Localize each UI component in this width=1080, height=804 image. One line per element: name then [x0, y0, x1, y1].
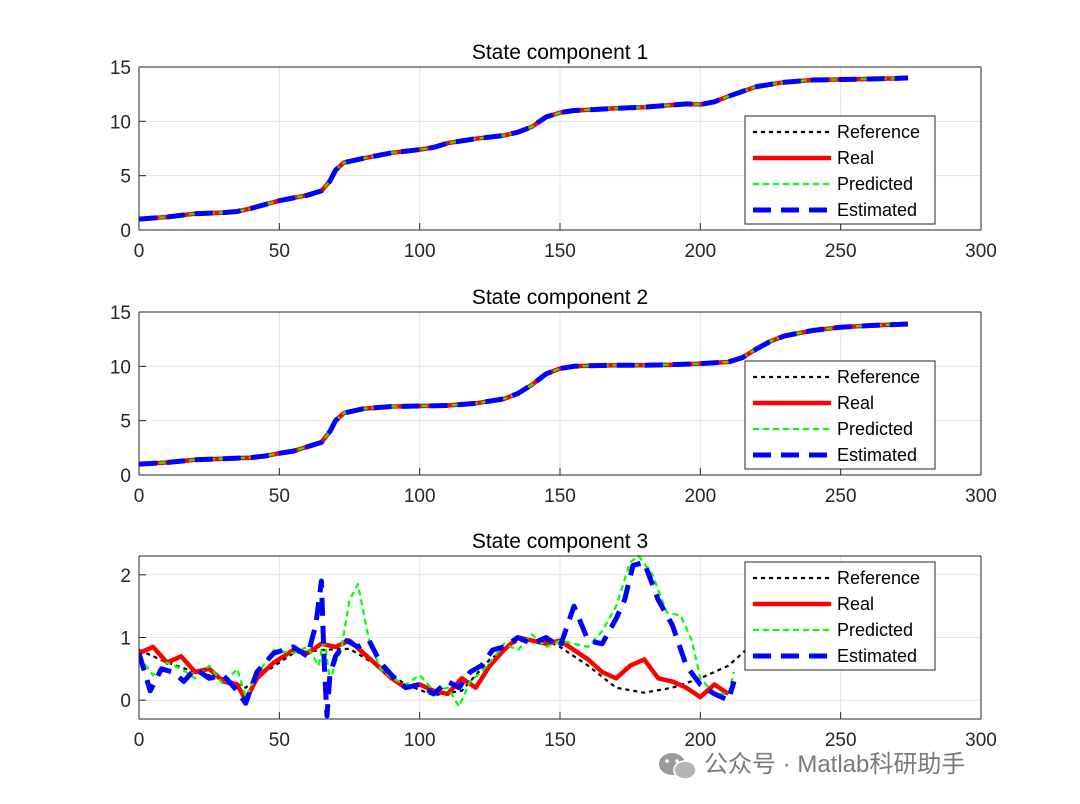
x-tick-label: 150	[544, 730, 576, 751]
x-tick-label: 150	[544, 486, 576, 507]
legend-box	[744, 561, 936, 671]
series-group	[139, 75, 909, 222]
series-line-estimated	[139, 559, 737, 719]
legend-label: Predicted	[837, 419, 913, 439]
y-tick-label: 5	[120, 167, 131, 188]
x-tick-label: 250	[825, 486, 857, 507]
series-line-estimated	[139, 75, 909, 222]
y-tick-label: 0	[120, 221, 131, 242]
x-tick-label: 250	[825, 241, 857, 262]
wechat-icon	[659, 753, 697, 780]
y-tick-label: 2	[120, 566, 131, 587]
y-tick-label: 15	[110, 58, 131, 79]
legend: Reference Real Predicted Estimated	[744, 561, 936, 671]
x-tick-label: 200	[684, 730, 716, 751]
legend-label: Reference	[837, 122, 920, 142]
x-tick-label: 100	[404, 241, 436, 262]
y-tick-label: 0	[120, 466, 131, 487]
x-tick-label: 200	[684, 486, 716, 507]
x-tick-label: 0	[134, 730, 145, 751]
chart-title: State component 2	[472, 286, 648, 309]
legend-label: Real	[837, 393, 874, 413]
x-tick-label: 100	[404, 730, 436, 751]
watermark: 公众号 · Matlab科研助手	[659, 751, 965, 780]
legend-label: Reference	[837, 367, 920, 387]
y-tick-label: 10	[110, 357, 131, 378]
legend-label: Predicted	[837, 620, 913, 640]
x-tick-label: 0	[134, 486, 145, 507]
series-line-estimated	[139, 321, 909, 467]
legend-label: Predicted	[837, 174, 913, 194]
x-tick-label: 50	[269, 486, 290, 507]
x-tick-label: 200	[684, 241, 716, 262]
x-tick-label: 300	[965, 241, 997, 262]
legend-label: Estimated	[837, 646, 917, 666]
series-line-reference	[139, 639, 758, 697]
watermark-text: 公众号 · Matlab科研助手	[704, 751, 965, 778]
x-tick-label: 250	[825, 730, 857, 751]
legend-label: Reference	[837, 568, 920, 588]
x-tick-label: 300	[965, 486, 997, 507]
chart-title: State component 1	[472, 41, 648, 64]
y-tick-label: 15	[110, 303, 131, 324]
legend-label: Estimated	[837, 200, 917, 220]
series-group	[139, 321, 909, 467]
y-tick-label: 0	[120, 691, 131, 712]
legend-label: Real	[837, 594, 874, 614]
chart-2: 0 50 100 150 200 250 300 0 5 10 15 State component …	[110, 286, 997, 507]
series-group	[139, 554, 758, 719]
legend-box	[744, 115, 936, 225]
legend: Reference Real Predicted Estimated	[744, 115, 936, 225]
y-tick-label: 10	[110, 112, 131, 133]
legend-box	[744, 360, 936, 470]
chart-title: State component 3	[472, 530, 648, 553]
chart-3: 0 50 100 150 200 250 300 0 1 2 State component 3 Re…	[120, 530, 996, 751]
y-tick-label: 5	[120, 412, 131, 433]
x-tick-label: 0	[134, 241, 145, 262]
chart-1: 0 50 100 150 200 250 300 0 5 10 15 State component …	[110, 41, 997, 262]
y-tick-label: 1	[120, 629, 131, 650]
legend-label: Estimated	[837, 445, 917, 465]
legend-label: Real	[837, 148, 874, 168]
legend: Reference Real Predicted Estimated	[744, 360, 936, 470]
x-tick-label: 50	[269, 241, 290, 262]
x-tick-label: 100	[404, 486, 436, 507]
x-tick-label: 300	[965, 730, 997, 751]
x-tick-label: 150	[544, 241, 576, 262]
x-tick-label: 50	[269, 730, 290, 751]
